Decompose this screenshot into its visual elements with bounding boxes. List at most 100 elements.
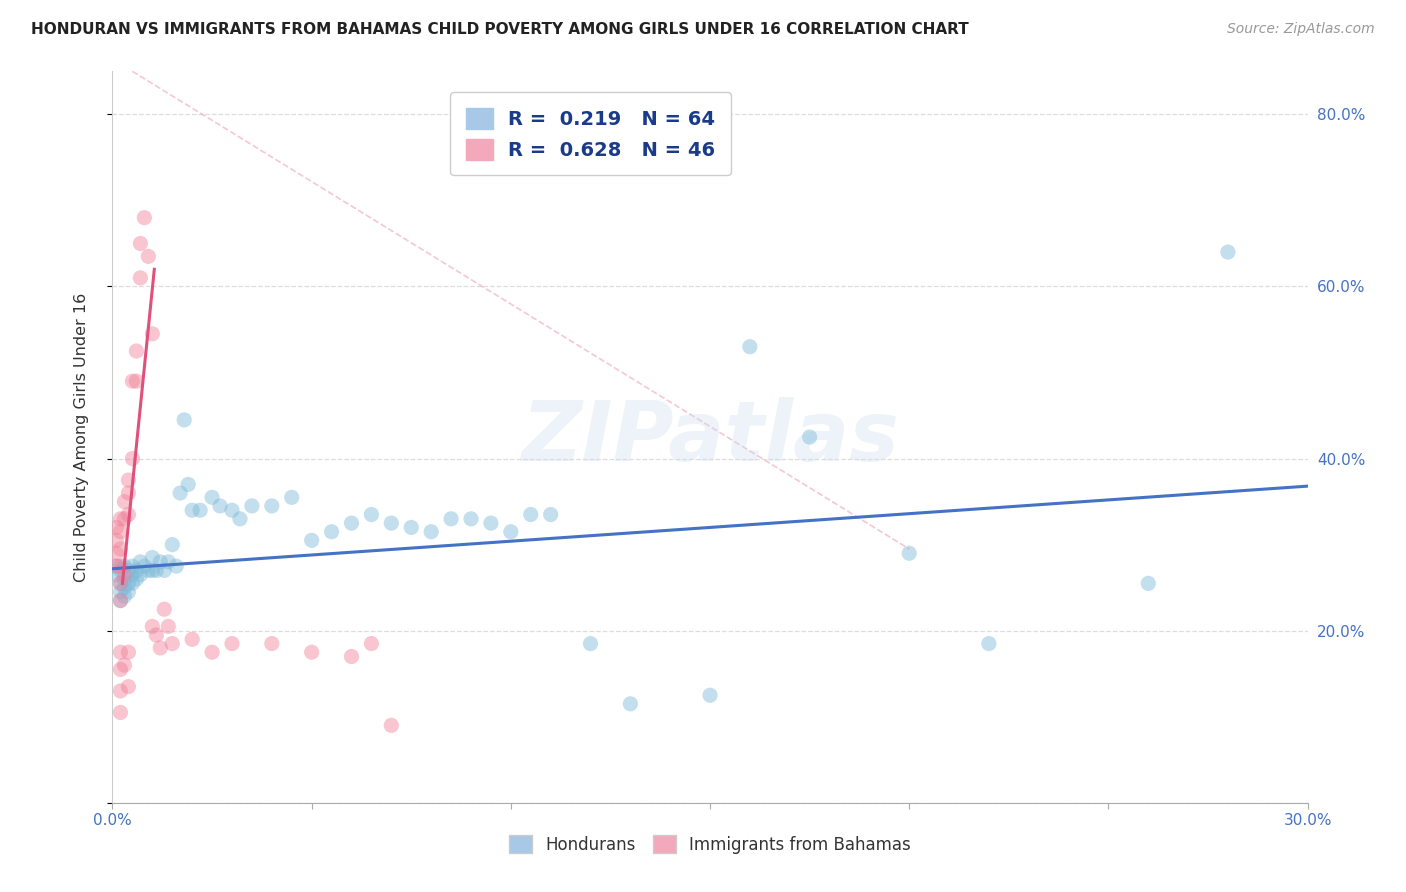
Point	[125, 564, 148, 578]
Y-axis label: Child Poverty Among Girls Under 16: Child Poverty Among Girls Under 16	[75, 293, 89, 582]
Point	[110, 593, 132, 607]
Point	[401, 520, 423, 534]
Point	[260, 499, 283, 513]
Point	[380, 516, 402, 530]
Point	[240, 499, 263, 513]
Point	[110, 576, 132, 591]
Point	[157, 555, 180, 569]
Point	[134, 211, 156, 225]
Point	[149, 555, 172, 569]
Point	[799, 430, 821, 444]
Point	[579, 637, 602, 651]
Point	[105, 559, 128, 574]
Text: ZIPatlas: ZIPatlas	[522, 397, 898, 477]
Point	[110, 541, 132, 556]
Point	[479, 516, 502, 530]
Point	[898, 546, 921, 560]
Point	[360, 508, 382, 522]
Point	[209, 499, 232, 513]
Point	[153, 564, 176, 578]
Point	[117, 645, 139, 659]
Text: HONDURAN VS IMMIGRANTS FROM BAHAMAS CHILD POVERTY AMONG GIRLS UNDER 16 CORRELATI: HONDURAN VS IMMIGRANTS FROM BAHAMAS CHIL…	[31, 22, 969, 37]
Point	[125, 572, 148, 586]
Point	[440, 512, 463, 526]
Point	[114, 581, 135, 595]
Point	[229, 512, 252, 526]
Point	[1216, 245, 1239, 260]
Point	[105, 559, 128, 574]
Point	[110, 662, 132, 676]
Point	[138, 249, 160, 263]
Point	[145, 628, 167, 642]
Point	[460, 512, 482, 526]
Point	[138, 564, 160, 578]
Point	[114, 567, 135, 582]
Point	[301, 645, 323, 659]
Point	[110, 684, 132, 698]
Point	[153, 602, 176, 616]
Point	[121, 451, 143, 466]
Point	[321, 524, 343, 539]
Point	[110, 645, 132, 659]
Text: Source: ZipAtlas.com: Source: ZipAtlas.com	[1227, 22, 1375, 37]
Point	[173, 413, 195, 427]
Point	[221, 637, 243, 651]
Point	[114, 494, 135, 508]
Point	[110, 512, 132, 526]
Point	[117, 576, 139, 591]
Point	[162, 637, 183, 651]
Point	[114, 559, 135, 574]
Point	[110, 564, 132, 578]
Point	[157, 619, 180, 633]
Point	[110, 524, 132, 539]
Point	[117, 564, 139, 578]
Point	[114, 658, 135, 673]
Point	[201, 645, 224, 659]
Point	[110, 559, 132, 574]
Point	[117, 680, 139, 694]
Point	[114, 589, 135, 603]
Point	[360, 637, 382, 651]
Point	[221, 503, 243, 517]
Point	[134, 559, 156, 574]
Point	[149, 640, 172, 655]
Point	[145, 564, 167, 578]
Point	[162, 538, 183, 552]
Point	[540, 508, 562, 522]
Point	[499, 524, 522, 539]
Point	[281, 491, 304, 505]
Point	[260, 637, 283, 651]
Legend: Hondurans, Immigrants from Bahamas: Hondurans, Immigrants from Bahamas	[502, 829, 918, 860]
Point	[380, 718, 402, 732]
Point	[977, 637, 1000, 651]
Point	[114, 512, 135, 526]
Point	[201, 491, 224, 505]
Point	[1137, 576, 1160, 591]
Point	[110, 706, 132, 720]
Point	[110, 576, 132, 591]
Point	[165, 559, 187, 574]
Point	[188, 503, 211, 517]
Point	[141, 619, 163, 633]
Point	[340, 516, 363, 530]
Point	[301, 533, 323, 548]
Point	[105, 520, 128, 534]
Point	[420, 524, 443, 539]
Point	[114, 572, 135, 586]
Point	[169, 486, 191, 500]
Point	[129, 236, 152, 251]
Point	[117, 585, 139, 599]
Point	[125, 374, 148, 388]
Point	[117, 473, 139, 487]
Point	[129, 271, 152, 285]
Point	[738, 340, 761, 354]
Point	[117, 508, 139, 522]
Point	[105, 533, 128, 548]
Point	[181, 503, 204, 517]
Point	[105, 567, 128, 582]
Point	[105, 546, 128, 560]
Point	[121, 374, 143, 388]
Point	[110, 593, 132, 607]
Point	[340, 649, 363, 664]
Point	[121, 567, 143, 582]
